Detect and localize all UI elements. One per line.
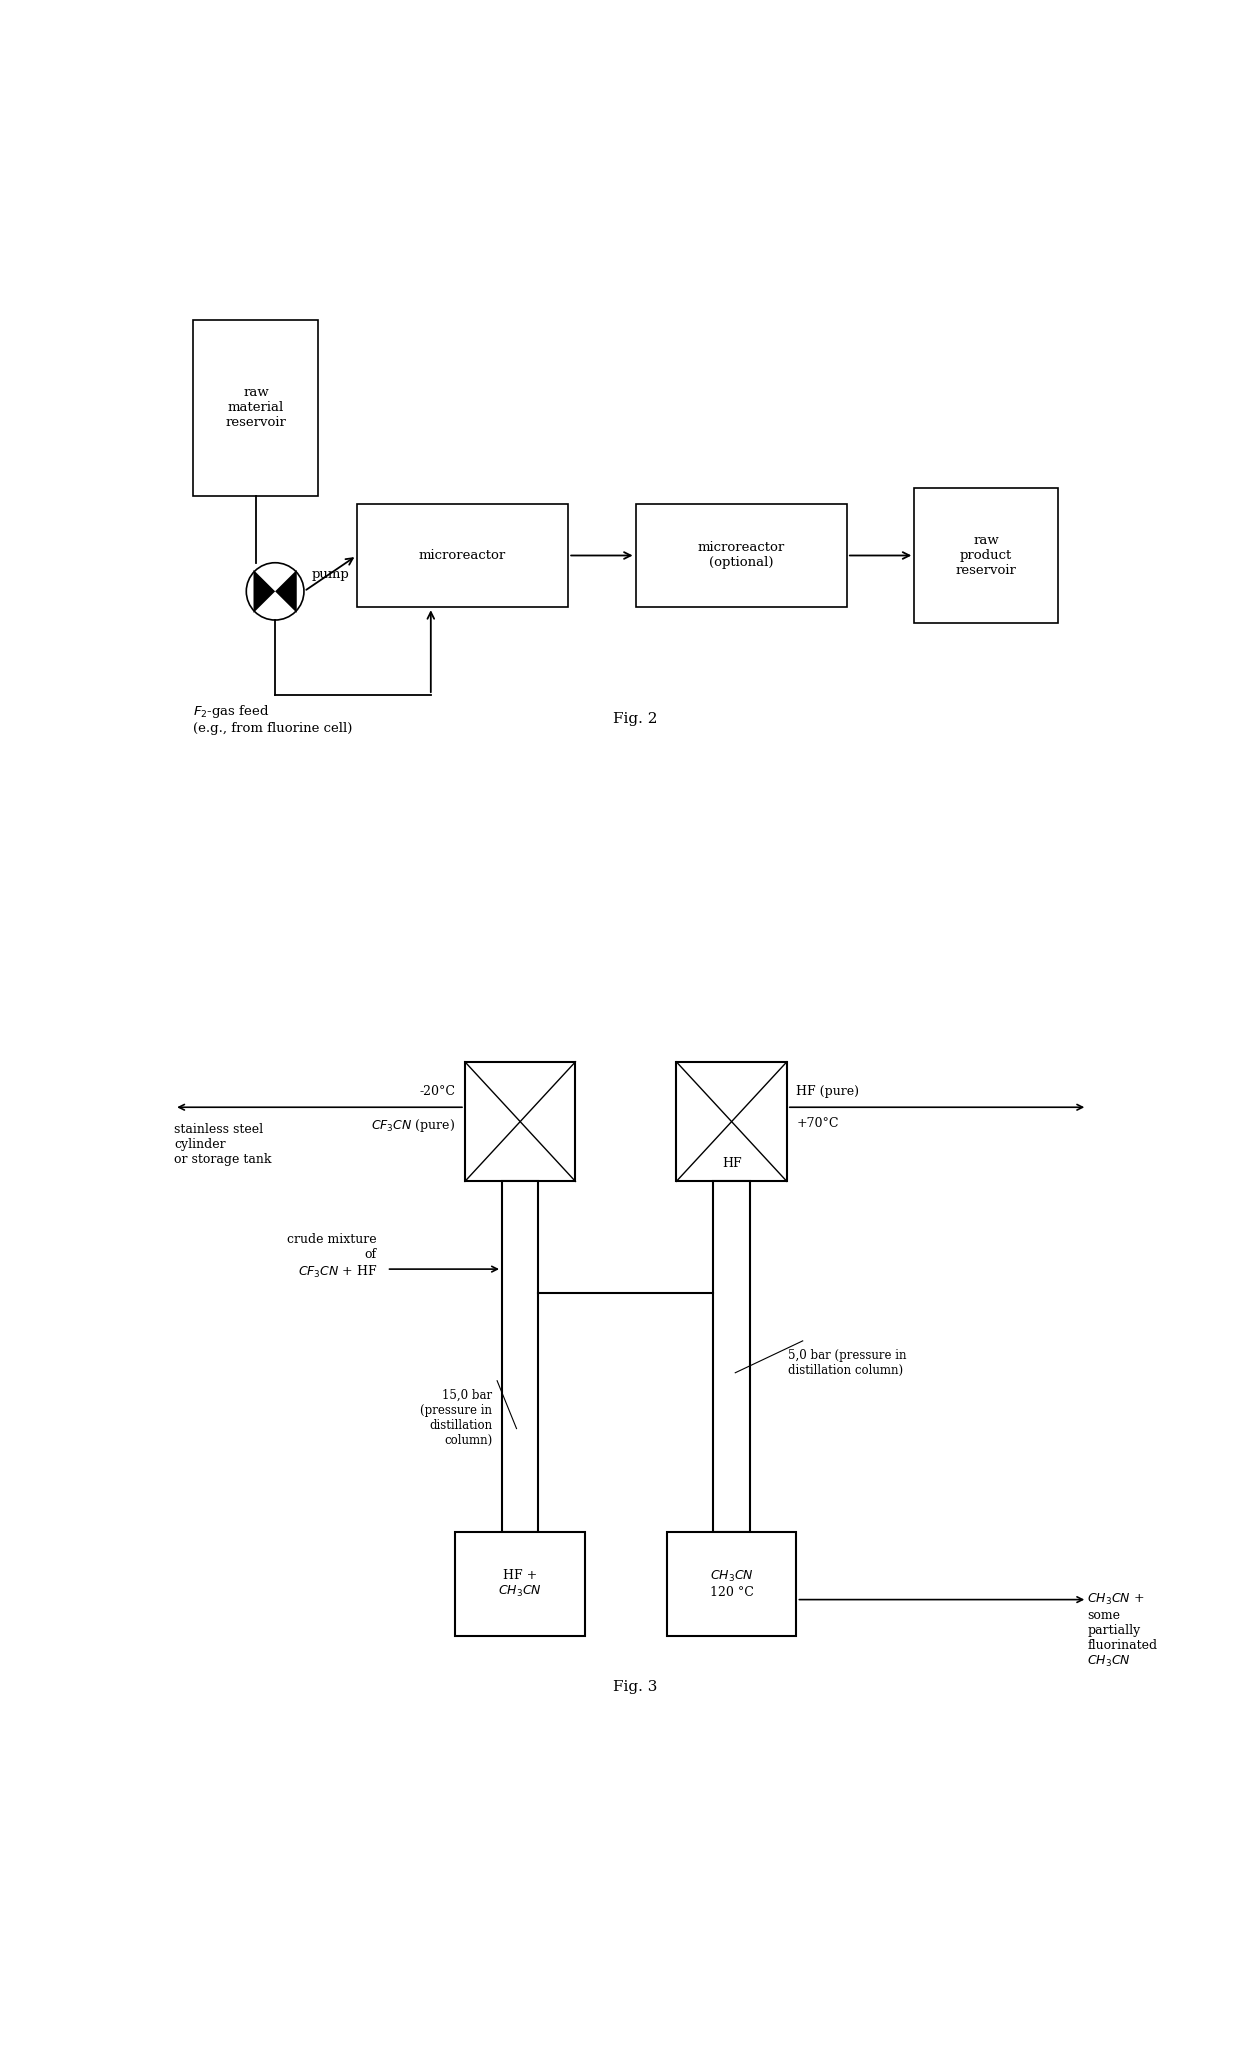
Bar: [193, 321, 319, 495]
Text: stainless steel
cylinder
or storage tank: stainless steel cylinder or storage tank: [174, 1122, 272, 1166]
Text: HF (pure): HF (pure): [796, 1085, 859, 1098]
Ellipse shape: [247, 563, 304, 619]
Text: -20°C: -20°C: [419, 1085, 455, 1098]
Bar: [713, 1180, 750, 1533]
Text: HF +
$CH_3CN$: HF + $CH_3CN$: [498, 1570, 542, 1599]
Text: raw
product
reservoir: raw product reservoir: [956, 534, 1017, 578]
Text: microreactor
(optional): microreactor (optional): [698, 541, 785, 570]
Text: +70°C: +70°C: [796, 1116, 839, 1131]
Text: Fig. 3: Fig. 3: [614, 1680, 657, 1694]
Bar: [502, 1180, 538, 1533]
Text: $CH_3CN$
120 °C: $CH_3CN$ 120 °C: [709, 1570, 754, 1599]
Polygon shape: [275, 570, 296, 613]
Text: $F_2$-gas feed
(e.g., from fluorine cell): $F_2$-gas feed (e.g., from fluorine cell…: [193, 702, 353, 735]
Bar: [667, 1533, 796, 1636]
Text: $CF_3CN$ (pure): $CF_3CN$ (pure): [371, 1116, 455, 1133]
Text: 5,0 bar (pressure in
distillation column): 5,0 bar (pressure in distillation column…: [789, 1348, 906, 1377]
Text: 15,0 bar
(pressure in
distillation
column): 15,0 bar (pressure in distillation colum…: [420, 1390, 492, 1448]
Polygon shape: [253, 570, 275, 613]
Bar: [914, 489, 1059, 623]
Bar: [465, 1062, 575, 1180]
Text: Fig. 2: Fig. 2: [614, 712, 657, 727]
Bar: [357, 503, 568, 607]
Text: crude mixture
of
$CF_3CN$ + HF: crude mixture of $CF_3CN$ + HF: [288, 1232, 377, 1280]
Bar: [635, 503, 847, 607]
Bar: [455, 1533, 585, 1636]
Text: $CH_3CN$ +
some
partially
fluorinated
$CH_3CN$: $CH_3CN$ + some partially fluorinated $C…: [1087, 1593, 1157, 1669]
Text: HF: HF: [722, 1158, 742, 1170]
Bar: [676, 1062, 787, 1180]
Text: pump: pump: [311, 567, 350, 580]
Text: microreactor: microreactor: [419, 549, 506, 561]
Text: raw
material
reservoir: raw material reservoir: [226, 387, 286, 429]
